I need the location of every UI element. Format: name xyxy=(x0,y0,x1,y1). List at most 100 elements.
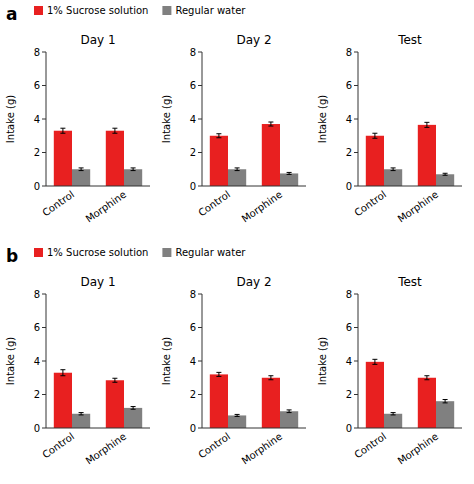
legend: 1% Sucrose solutionRegular water xyxy=(34,247,246,258)
y-tick-label: 0 xyxy=(346,423,352,434)
bar xyxy=(418,125,436,186)
y-tick-label: 0 xyxy=(190,423,196,434)
y-tick-label: 8 xyxy=(190,289,196,300)
x-tick-label: Control xyxy=(196,431,232,461)
y-tick xyxy=(354,85,358,86)
subplot-title: Test xyxy=(397,33,422,47)
error-cap xyxy=(424,122,429,123)
error-cap xyxy=(216,372,221,373)
bar xyxy=(106,131,124,186)
error-bar xyxy=(268,376,273,380)
error-bar xyxy=(424,122,429,127)
error-bar xyxy=(131,168,136,171)
y-tick xyxy=(198,119,202,120)
error-bar xyxy=(216,372,221,376)
subplot: a1% Sucrose solutionRegular waterDay 1In… xyxy=(5,4,246,224)
error-line xyxy=(62,370,63,376)
marks xyxy=(210,372,298,428)
y-tick xyxy=(198,152,202,153)
y-tick xyxy=(198,186,202,187)
y-tick-label: 0 xyxy=(346,181,352,192)
y-axis-label: Intake (g) xyxy=(161,95,172,143)
error-cap xyxy=(216,133,221,134)
error-line xyxy=(62,128,63,133)
bar xyxy=(54,373,72,428)
bar xyxy=(366,136,384,186)
bar xyxy=(228,415,246,428)
y-tick-label: 6 xyxy=(34,322,40,333)
subplot-title: Day 2 xyxy=(236,33,271,47)
y-tick xyxy=(42,152,46,153)
x-tick-label: Morphine xyxy=(83,431,128,467)
panel-label: a xyxy=(6,4,17,24)
subplot: TestIntake (g)02468ControlMorphine xyxy=(317,33,462,224)
y-tick xyxy=(42,294,46,295)
subplot-title: Day 1 xyxy=(80,275,115,289)
marks xyxy=(54,370,142,428)
bar xyxy=(262,124,280,186)
error-cap xyxy=(268,126,273,127)
y-tick xyxy=(354,52,358,53)
bar xyxy=(280,411,298,428)
legend-label: Regular water xyxy=(175,247,246,258)
error-cap xyxy=(79,167,84,168)
error-line xyxy=(218,134,219,138)
y-axis-line xyxy=(358,294,359,428)
y-axis-label: Intake (g) xyxy=(5,337,16,385)
y-tick-label: 2 xyxy=(190,389,196,400)
error-cap xyxy=(60,369,65,370)
error-cap xyxy=(372,364,377,365)
y-tick xyxy=(42,394,46,395)
y-tick-label: 2 xyxy=(34,147,40,158)
error-cap xyxy=(372,359,377,360)
subplot-title: Day 1 xyxy=(80,33,115,47)
y-tick xyxy=(354,119,358,120)
bar xyxy=(72,414,90,428)
x-tick-label: Morphine xyxy=(83,189,128,225)
error-bar xyxy=(287,172,292,174)
error-cap xyxy=(79,412,84,413)
error-cap xyxy=(287,412,292,413)
y-tick-label: 4 xyxy=(190,114,196,125)
bar xyxy=(384,414,402,428)
y-tick xyxy=(198,294,202,295)
error-line xyxy=(374,359,375,364)
y-tick-label: 4 xyxy=(346,356,352,367)
subplot-title: Test xyxy=(397,275,422,289)
legend-swatch xyxy=(162,6,171,15)
panel-label: b xyxy=(6,246,18,266)
error-cap xyxy=(443,402,448,403)
marks xyxy=(366,122,454,186)
y-tick-label: 0 xyxy=(34,181,40,192)
error-bar xyxy=(216,134,221,138)
y-tick xyxy=(354,428,358,429)
error-cap xyxy=(424,127,429,128)
y-tick-label: 2 xyxy=(34,389,40,400)
x-tick-label: Morphine xyxy=(395,189,440,225)
error-cap xyxy=(391,412,396,413)
y-axis-label: Intake (g) xyxy=(317,337,328,385)
bar xyxy=(262,378,280,428)
y-tick xyxy=(42,186,46,187)
y-tick xyxy=(198,361,202,362)
bar xyxy=(124,169,142,186)
legend-swatch xyxy=(34,6,43,15)
x-tick-label: Control xyxy=(352,431,388,461)
x-axis-line xyxy=(202,428,306,429)
x-axis-line xyxy=(358,428,462,429)
x-tick-label: Morphine xyxy=(239,189,284,225)
error-line xyxy=(114,128,115,133)
error-line xyxy=(114,378,115,382)
bar xyxy=(124,408,142,428)
error-bar xyxy=(424,376,429,380)
error-cap xyxy=(268,379,273,380)
bar xyxy=(228,169,246,186)
bar xyxy=(72,169,90,186)
y-tick xyxy=(42,428,46,429)
error-cap xyxy=(235,416,240,417)
error-cap xyxy=(391,414,396,415)
error-bar xyxy=(268,122,273,126)
subplot: b 1% Sucrose solutionRegular water Day 1 In… xyxy=(5,246,246,466)
error-cap xyxy=(131,170,136,171)
x-tick-label: Control xyxy=(40,189,76,219)
